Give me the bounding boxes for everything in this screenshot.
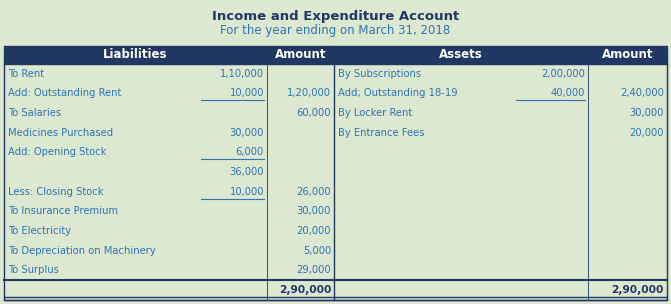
Text: 10,000: 10,000 xyxy=(229,187,264,197)
Text: 20,000: 20,000 xyxy=(297,226,331,236)
Text: Assets: Assets xyxy=(439,49,483,61)
Bar xyxy=(334,46,667,64)
Text: To Salaries: To Salaries xyxy=(8,108,61,118)
Text: By Entrance Fees: By Entrance Fees xyxy=(338,128,425,138)
Text: 2,00,000: 2,00,000 xyxy=(541,69,585,79)
Text: Income and Expenditure Account: Income and Expenditure Account xyxy=(212,10,459,23)
Text: Medicines Purchased: Medicines Purchased xyxy=(8,128,113,138)
Text: 29,000: 29,000 xyxy=(297,265,331,275)
Text: To Depreciation on Machinery: To Depreciation on Machinery xyxy=(8,246,156,256)
Text: 20,000: 20,000 xyxy=(629,128,664,138)
Text: To Electricity: To Electricity xyxy=(8,226,71,236)
Text: To Surplus: To Surplus xyxy=(8,265,59,275)
Text: To Insurance Premium: To Insurance Premium xyxy=(8,206,118,216)
Text: 2,40,000: 2,40,000 xyxy=(620,88,664,98)
Text: To Rent: To Rent xyxy=(8,69,44,79)
Text: Less: Closing Stock: Less: Closing Stock xyxy=(8,187,103,197)
Text: Amount: Amount xyxy=(602,49,654,61)
Text: Add; Outstanding 18-19: Add; Outstanding 18-19 xyxy=(338,88,458,98)
Text: 2,90,000: 2,90,000 xyxy=(278,285,331,295)
Text: 2,90,000: 2,90,000 xyxy=(612,285,664,295)
Text: 60,000: 60,000 xyxy=(297,108,331,118)
Bar xyxy=(4,46,667,300)
Text: 30,000: 30,000 xyxy=(629,108,664,118)
Text: Amount: Amount xyxy=(274,49,326,61)
Bar xyxy=(4,46,334,64)
Text: 1,20,000: 1,20,000 xyxy=(287,88,331,98)
Text: For the year ending on March 31, 2018: For the year ending on March 31, 2018 xyxy=(220,24,451,37)
Text: 30,000: 30,000 xyxy=(229,128,264,138)
Text: 1,10,000: 1,10,000 xyxy=(220,69,264,79)
Text: 36,000: 36,000 xyxy=(229,167,264,177)
Text: 30,000: 30,000 xyxy=(297,206,331,216)
Text: 6,000: 6,000 xyxy=(236,147,264,157)
Text: By Locker Rent: By Locker Rent xyxy=(338,108,412,118)
Text: 40,000: 40,000 xyxy=(551,88,585,98)
Text: By Subscriptions: By Subscriptions xyxy=(338,69,421,79)
Text: 5,000: 5,000 xyxy=(303,246,331,256)
Text: 26,000: 26,000 xyxy=(297,187,331,197)
Text: Liabilities: Liabilities xyxy=(103,49,168,61)
Bar xyxy=(4,46,667,300)
Text: Add: Outstanding Rent: Add: Outstanding Rent xyxy=(8,88,121,98)
Text: Add: Opening Stock: Add: Opening Stock xyxy=(8,147,107,157)
Text: 10,000: 10,000 xyxy=(229,88,264,98)
